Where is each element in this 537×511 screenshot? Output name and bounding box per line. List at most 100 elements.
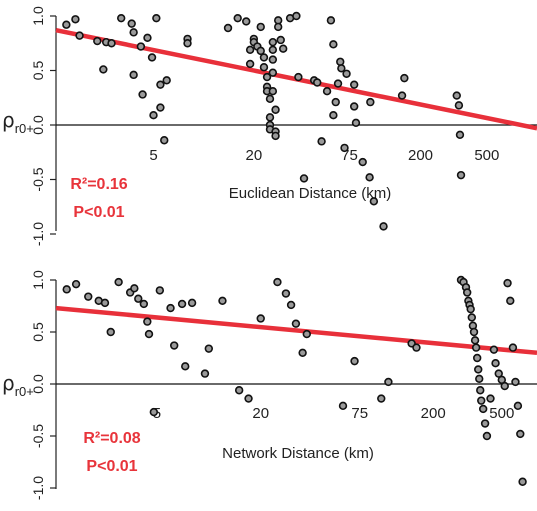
top-data-point [359,159,366,166]
bot-data-point [73,281,80,288]
top-data-point [139,91,146,98]
bottom-p-value-annotation: P<0.01 [86,458,137,475]
bot-data-point [507,297,514,304]
top-data-point [94,38,101,45]
top-data-point [161,137,168,144]
bot-data-point [475,366,482,373]
bottom-x-ticks: 52075200500 [153,405,515,422]
bot-y-tick-label: -1.0 [30,476,46,500]
bot-data-point [501,383,508,390]
bot-data-point [303,331,310,338]
top-data-point [261,54,268,61]
bottom-y-ticks: -1.0 -0.5 0.0 0.5 1.0 [30,270,56,500]
top-x-ticks: 5 20 75 200 500 [149,147,499,164]
top-y-ticks: -1.0 -0.5 0.0 0.5 1.0 [30,6,56,246]
bot-y-tick-label: -0.5 [30,424,46,448]
top-data-point [324,88,331,95]
bot-data-point [189,299,196,306]
bot-data-point [115,279,122,286]
bot-data-point [107,329,114,336]
bot-data-point [288,302,295,309]
top-data-point [247,46,254,53]
bot-data-point [510,344,517,351]
top-data-point [328,17,335,24]
bot-data-point [477,387,484,394]
top-data-point [366,174,373,181]
top-data-point [128,20,135,27]
top-data-point [257,24,264,31]
top-data-point [150,112,157,119]
bot-data-point [480,406,487,413]
top-data-point [453,92,460,99]
bot-data-point [491,346,498,353]
bot-data-point [474,355,481,362]
top-data-point [225,25,232,32]
bot-data-point [283,290,290,297]
bot-x-tick-label: 20 [252,405,269,422]
top-data-point [163,77,170,84]
top-data-point [144,34,151,41]
top-data-point [76,32,83,39]
top-data-point [335,80,342,87]
top-data-point [108,40,115,47]
bot-data-point [146,331,153,338]
top-data-point [343,70,350,77]
top-data-point [267,95,274,102]
top-x-axis-label: Euclidean Distance (km) [229,185,392,202]
top-data-point [277,37,284,44]
bot-data-point [274,279,281,286]
top-data-point [341,144,348,151]
bot-data-point [385,379,392,386]
top-data-point [269,39,276,46]
top-data-point [269,69,276,76]
bot-data-point [492,360,499,367]
bot-y-tick-label: 0.5 [30,322,46,342]
top-data-point [234,15,241,22]
bot-data-point [471,329,478,336]
top-data-point [247,61,254,68]
top-data-point [267,114,274,121]
top-data-point [275,24,282,31]
top-data-point [149,54,156,61]
top-p-value-annotation: P<0.01 [73,204,124,221]
top-x-tick-label: 20 [246,147,263,164]
top-data-point [261,64,268,71]
top-r-squared-annotation: R²=0.16 [70,176,127,193]
top-data-point [330,112,337,119]
bot-data-point [482,420,489,427]
bot-y-tick-label: 1.0 [30,270,46,290]
top-data-point [399,92,406,99]
bot-data-point [487,395,494,402]
bot-data-point [351,358,358,365]
bot-data-point [140,301,147,308]
bot-data-point [135,295,142,302]
bot-data-point [219,297,226,304]
bot-data-point [464,289,471,296]
bot-data-point [156,287,163,294]
top-data-point [353,119,360,126]
bot-data-point [102,299,109,306]
bot-data-point [205,345,212,352]
bot-data-point [484,433,491,440]
bottom-panel: ρr0+ Network Distance (km) R²=0.08 P<0.0… [2,270,537,500]
top-data-point [153,15,160,22]
top-data-point [314,79,321,86]
bot-x-tick-label: 500 [489,405,514,422]
bottom-x-axis-label: Network Distance (km) [222,445,374,462]
bot-data-point [378,395,385,402]
top-panel: ρr0+ Euclidean Distance (km) R²=0.16 P<0… [2,6,537,246]
top-data-point [457,131,464,138]
bot-data-point [171,342,178,349]
top-y-tick-label: -1.0 [30,222,46,246]
bot-data-point [293,320,300,327]
bot-data-point [512,379,519,386]
top-data-point [269,46,276,53]
top-data-point [257,47,264,54]
bot-data-point [144,318,151,325]
top-data-point [280,45,287,52]
top-data-point [301,175,308,182]
top-x-tick-label: 200 [408,147,433,164]
top-data-point [272,106,279,113]
bot-data-point [467,306,474,313]
